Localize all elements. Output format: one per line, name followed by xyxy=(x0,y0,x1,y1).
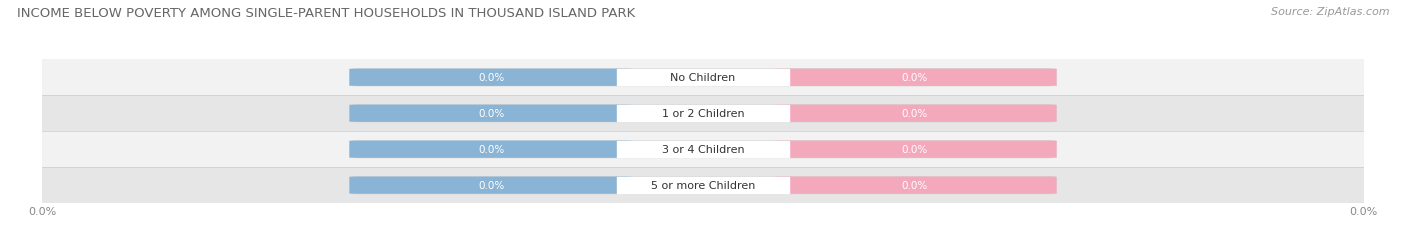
FancyBboxPatch shape xyxy=(772,105,1056,122)
Text: 0.0%: 0.0% xyxy=(478,145,505,155)
Bar xyxy=(42,132,1364,167)
FancyBboxPatch shape xyxy=(350,69,1056,87)
Text: 0.0%: 0.0% xyxy=(478,73,505,83)
FancyBboxPatch shape xyxy=(350,141,1056,158)
Bar xyxy=(42,60,1364,96)
Text: 3 or 4 Children: 3 or 4 Children xyxy=(662,145,744,155)
Text: 5 or more Children: 5 or more Children xyxy=(651,180,755,190)
FancyBboxPatch shape xyxy=(350,105,1056,122)
FancyBboxPatch shape xyxy=(350,177,634,194)
Text: 0.0%: 0.0% xyxy=(901,73,928,83)
Text: Source: ZipAtlas.com: Source: ZipAtlas.com xyxy=(1271,7,1389,17)
Text: INCOME BELOW POVERTY AMONG SINGLE-PARENT HOUSEHOLDS IN THOUSAND ISLAND PARK: INCOME BELOW POVERTY AMONG SINGLE-PARENT… xyxy=(17,7,636,20)
FancyBboxPatch shape xyxy=(350,141,634,158)
Text: 0.0%: 0.0% xyxy=(901,180,928,190)
FancyBboxPatch shape xyxy=(350,69,634,87)
Text: 0.0%: 0.0% xyxy=(901,145,928,155)
Text: 1 or 2 Children: 1 or 2 Children xyxy=(662,109,744,119)
Text: 0.0%: 0.0% xyxy=(901,109,928,119)
Bar xyxy=(42,167,1364,203)
FancyBboxPatch shape xyxy=(772,177,1056,194)
FancyBboxPatch shape xyxy=(350,105,634,122)
FancyBboxPatch shape xyxy=(772,69,1056,87)
FancyBboxPatch shape xyxy=(350,177,1056,194)
Text: 0.0%: 0.0% xyxy=(478,109,505,119)
FancyBboxPatch shape xyxy=(772,141,1056,158)
Text: 0.0%: 0.0% xyxy=(478,180,505,190)
Text: No Children: No Children xyxy=(671,73,735,83)
Bar xyxy=(42,96,1364,132)
